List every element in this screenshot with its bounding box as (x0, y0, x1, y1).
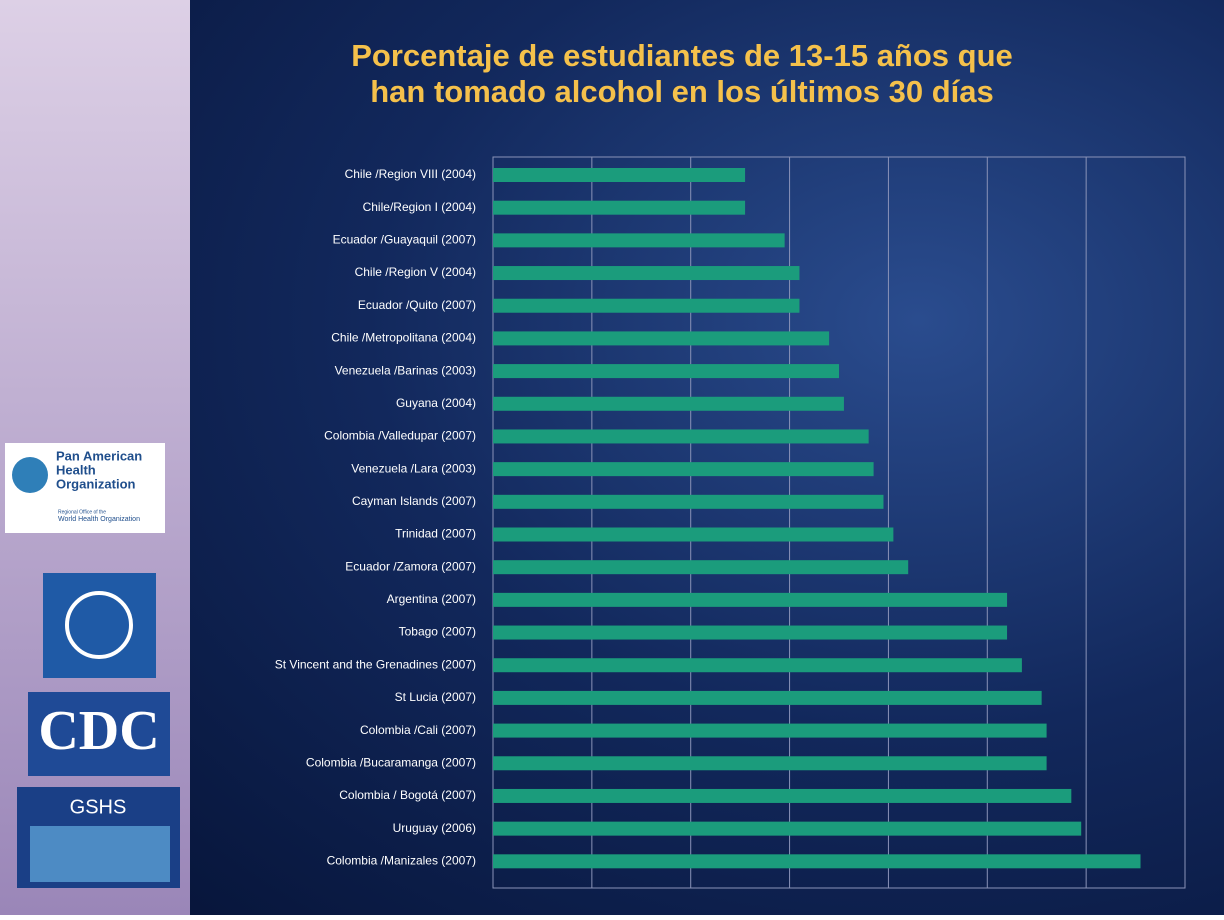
y-tick-label: Colombia /Bucaramanga (2007) (306, 755, 476, 769)
y-tick-label: Trinidad (2007) (395, 527, 476, 541)
y-tick-label: Tobago (2007) (399, 625, 476, 639)
bar (493, 854, 1141, 869)
paho-name: Organization (56, 476, 136, 491)
y-tick-label: Colombia /Cali (2007) (360, 723, 476, 737)
who-logo (43, 573, 156, 678)
y-tick-label: Cayman Islands (2007) (352, 494, 476, 508)
bar (493, 298, 800, 313)
bar (493, 233, 785, 248)
bar (493, 527, 894, 542)
y-tick-label: Colombia / Bogotá (2007) (339, 788, 476, 802)
paho-sub: Regional Office of the (58, 509, 106, 515)
who-emblem (65, 591, 133, 659)
bar (493, 723, 1047, 738)
chart-title: Porcentaje de estudiantes de 13-15 años … (351, 38, 1013, 73)
paho-name: Health (56, 462, 96, 477)
cdc-logo (28, 692, 170, 776)
y-tick-label: Venezuela /Barinas (2003) (335, 363, 476, 377)
bar (493, 592, 1008, 607)
y-tick-label: Uruguay (2006) (393, 821, 476, 835)
cdc-text: CDC (38, 700, 159, 762)
y-tick-label: Colombia /Manizales (2007) (327, 853, 476, 867)
bar (493, 494, 884, 509)
bar (493, 658, 1022, 673)
bar (493, 821, 1082, 836)
bar (493, 560, 909, 575)
bar (493, 690, 1042, 705)
y-tick-label: Chile /Region VIII (2004) (345, 167, 476, 181)
y-tick-label: Colombia /Valledupar (2007) (324, 429, 476, 443)
y-tick-label: Argentina (2007) (387, 592, 476, 606)
y-tick-label: Venezuela /Lara (2003) (351, 461, 476, 475)
bar (493, 200, 746, 215)
bar (493, 462, 874, 477)
y-tick-label: Ecuador /Quito (2007) (358, 298, 476, 312)
y-tick-label: Chile /Metropolitana (2004) (331, 331, 476, 345)
bar (493, 168, 746, 182)
gshs-map (30, 826, 170, 882)
y-tick-label: Ecuador /Zamora (2007) (345, 559, 476, 573)
bar (493, 625, 1008, 640)
bar (493, 396, 844, 411)
bar (493, 331, 830, 346)
bar (493, 429, 869, 444)
bar (493, 756, 1047, 771)
y-tick-label: St Lucia (2007) (395, 690, 476, 704)
y-tick-label: St Vincent and the Grenadines (2007) (275, 657, 476, 671)
y-tick-label: Ecuador /Guayaquil (2007) (333, 233, 476, 247)
bar (493, 266, 800, 281)
chart-title: han tomado alcohol en los últimos 30 día… (370, 74, 994, 109)
gshs-text: GSHS (70, 796, 127, 818)
paho-sub: World Health Organization (58, 516, 140, 523)
paho-name: Pan American (56, 448, 142, 463)
bar (493, 364, 839, 379)
paho-globe (12, 457, 48, 493)
bar (493, 788, 1072, 803)
y-tick-label: Chile /Region V (2004) (355, 265, 476, 279)
y-tick-label: Chile/Region I (2004) (363, 200, 476, 214)
y-tick-label: Guyana (2004) (396, 396, 476, 410)
